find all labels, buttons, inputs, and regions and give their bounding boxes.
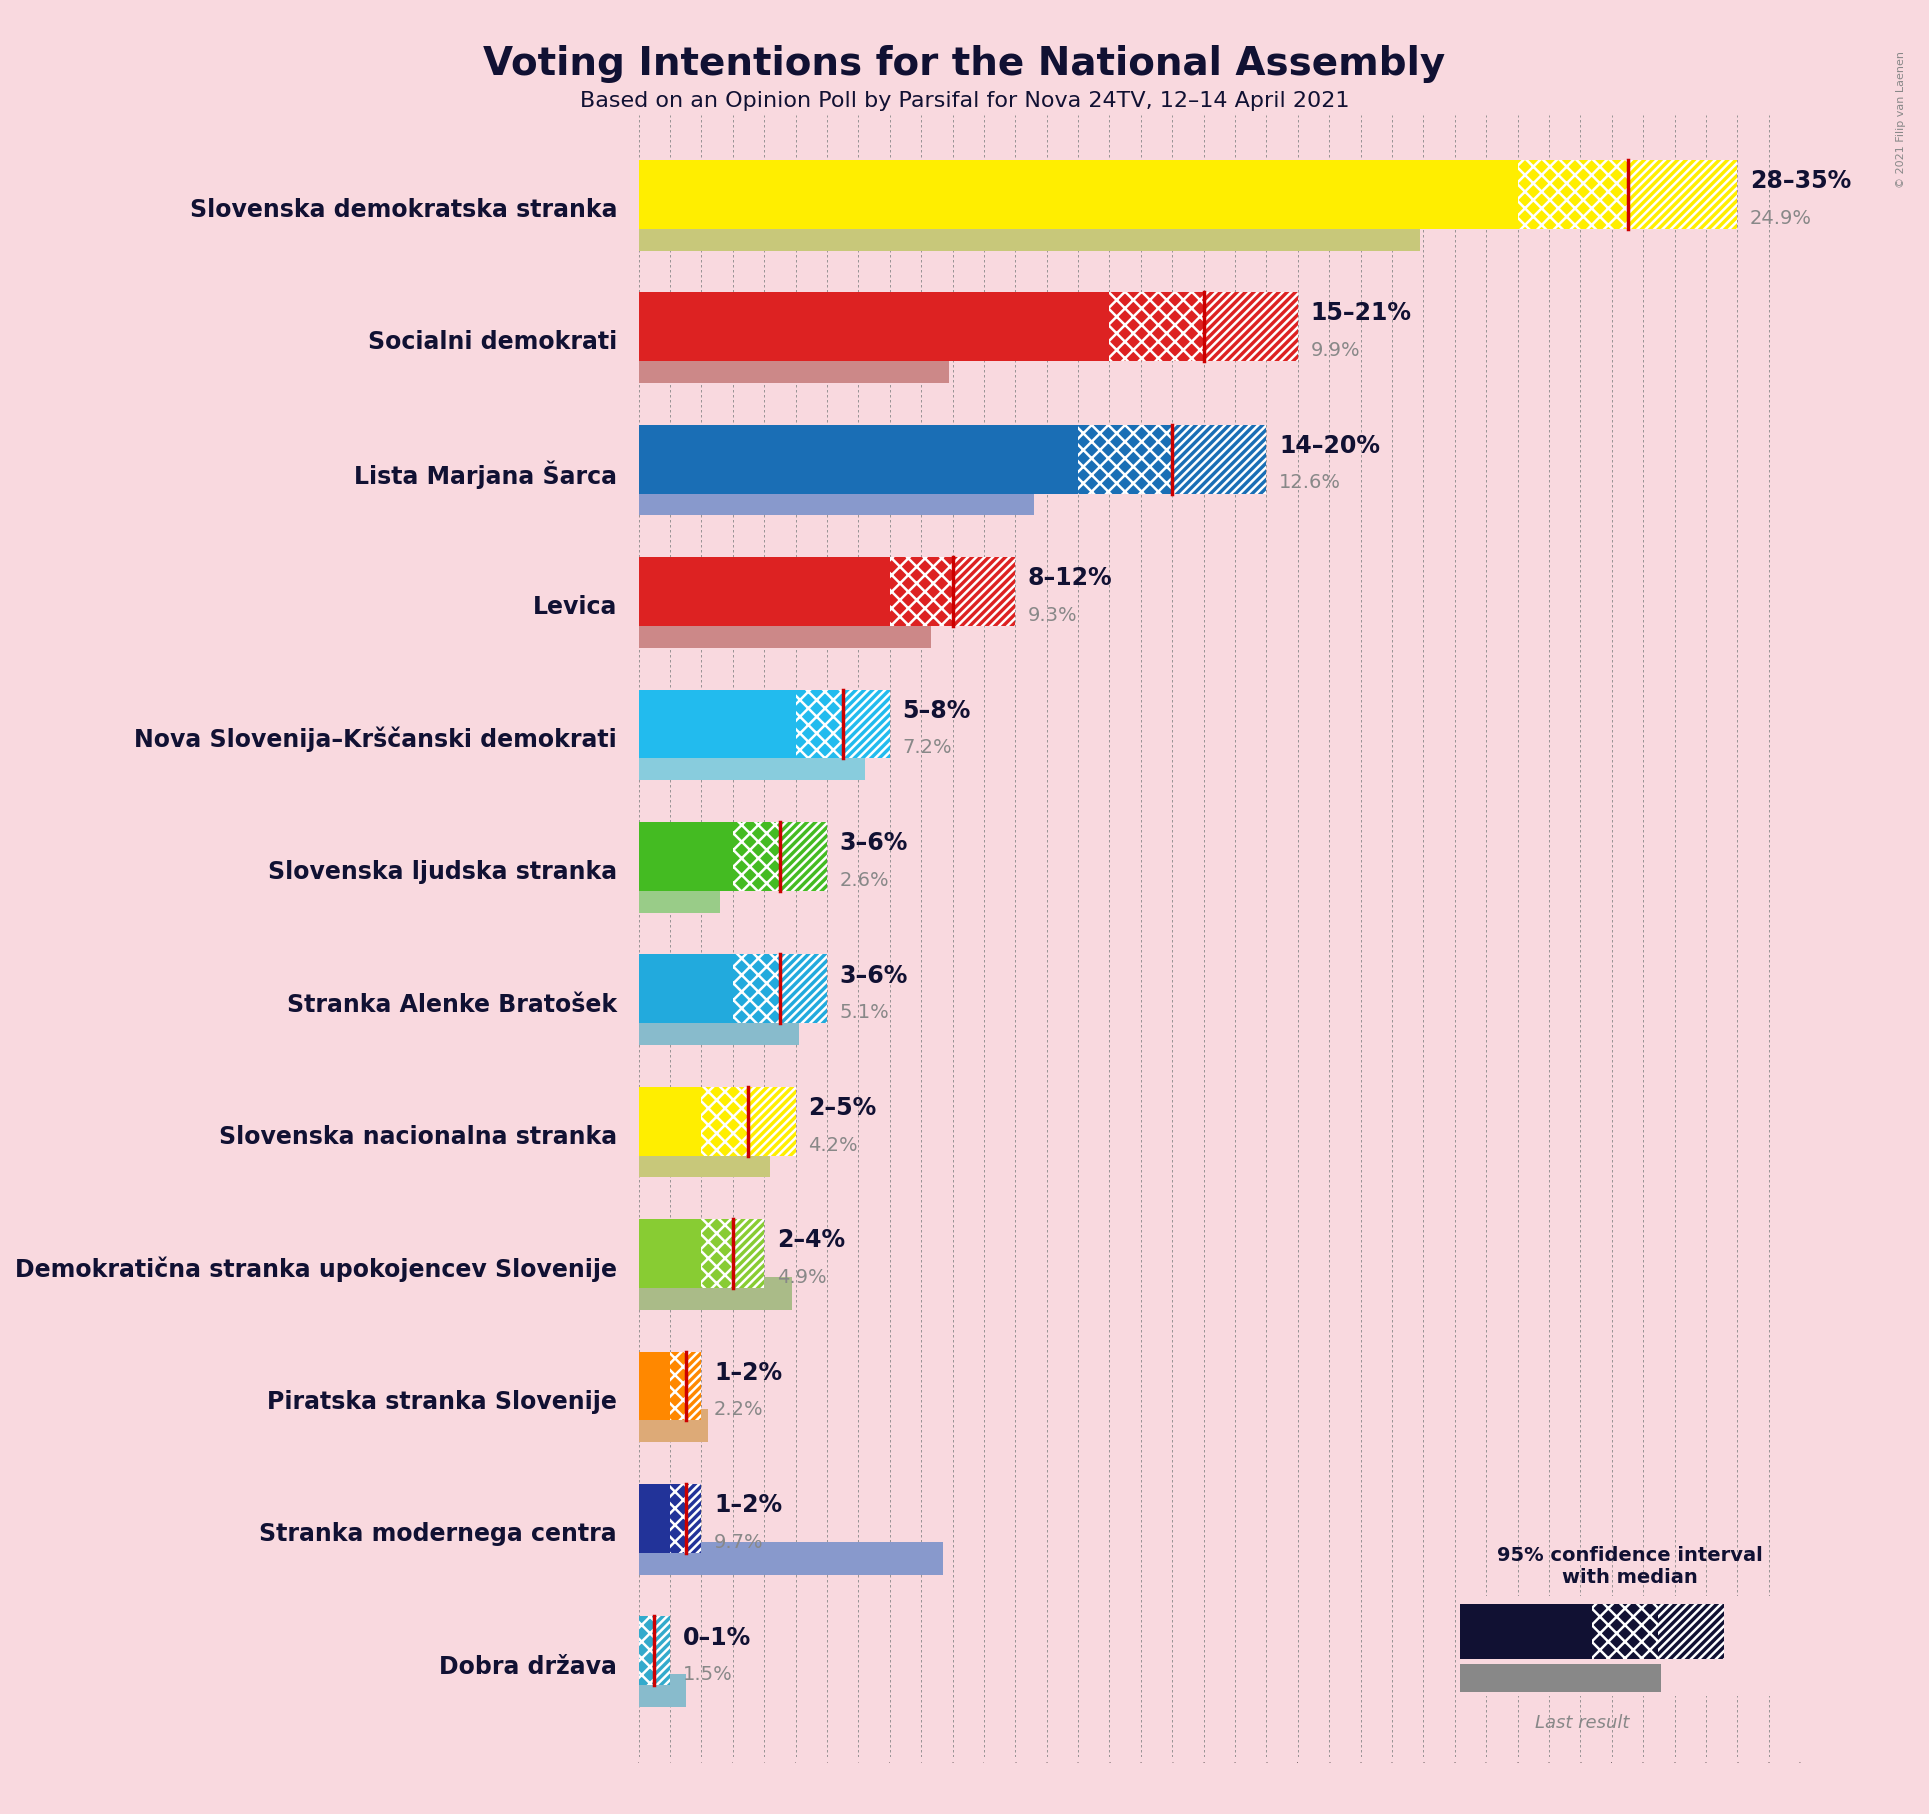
Text: 95% confidence interval
with median: 95% confidence interval with median — [1497, 1546, 1763, 1587]
Text: 2–4%: 2–4% — [777, 1228, 845, 1252]
Bar — [638, 880, 720, 912]
Bar — [638, 350, 949, 383]
Text: 5.1%: 5.1% — [839, 1003, 889, 1021]
Text: 4.2%: 4.2% — [808, 1136, 858, 1154]
Bar — [733, 822, 779, 891]
Bar — [953, 557, 1015, 626]
Bar — [654, 1616, 669, 1685]
Bar — [669, 1484, 685, 1553]
Bar — [638, 822, 733, 891]
Bar — [638, 557, 889, 626]
Bar — [638, 615, 930, 648]
Bar — [638, 1542, 943, 1575]
Text: 15–21%: 15–21% — [1310, 301, 1412, 325]
Bar — [638, 1616, 654, 1685]
Text: Based on an Opinion Poll by Parsifal for Nova 24TV, 12–14 April 2021: Based on an Opinion Poll by Parsifal for… — [581, 91, 1348, 111]
Text: 9.3%: 9.3% — [1028, 606, 1078, 624]
Bar — [889, 557, 953, 626]
Bar — [1628, 160, 1738, 229]
Text: 8–12%: 8–12% — [1028, 566, 1113, 590]
Text: 12.6%: 12.6% — [1279, 473, 1341, 492]
Bar — [638, 1409, 708, 1442]
Bar — [638, 218, 1420, 250]
Bar — [1460, 1663, 1661, 1692]
Bar — [779, 954, 828, 1023]
Bar — [795, 689, 843, 758]
Text: 3–6%: 3–6% — [839, 831, 909, 854]
Bar — [638, 1674, 685, 1707]
Text: 0–1%: 0–1% — [683, 1625, 750, 1649]
Bar — [1204, 292, 1298, 361]
Bar — [638, 1145, 770, 1177]
Text: 1–2%: 1–2% — [714, 1360, 781, 1384]
Text: 2.6%: 2.6% — [839, 871, 889, 889]
Bar — [638, 747, 864, 780]
Text: 7.2%: 7.2% — [903, 738, 951, 756]
Text: 4.9%: 4.9% — [777, 1268, 826, 1286]
Bar — [638, 292, 1109, 361]
Text: 24.9%: 24.9% — [1750, 209, 1811, 227]
Text: 9.9%: 9.9% — [1310, 341, 1360, 359]
Bar — [733, 954, 779, 1023]
Bar — [638, 1012, 799, 1045]
Bar — [1591, 1604, 1657, 1658]
Bar — [1109, 292, 1204, 361]
Bar — [733, 1219, 764, 1288]
Text: 2.2%: 2.2% — [714, 1400, 764, 1419]
Bar — [685, 1351, 702, 1420]
Bar — [1078, 424, 1173, 493]
Text: 1–2%: 1–2% — [714, 1493, 781, 1517]
Bar — [638, 689, 795, 758]
Bar — [638, 1277, 793, 1310]
Bar — [1518, 160, 1628, 229]
Bar — [669, 1351, 685, 1420]
Text: 14–20%: 14–20% — [1279, 434, 1379, 457]
Bar — [638, 954, 733, 1023]
Bar — [843, 689, 889, 758]
Bar — [702, 1087, 748, 1156]
Bar — [638, 1087, 702, 1156]
Text: Last result: Last result — [1535, 1714, 1628, 1732]
Bar — [638, 1219, 702, 1288]
Text: 3–6%: 3–6% — [839, 963, 909, 987]
Text: 9.7%: 9.7% — [714, 1533, 764, 1551]
Bar — [638, 1484, 669, 1553]
Bar — [1657, 1604, 1725, 1658]
Bar — [638, 1351, 669, 1420]
Bar — [638, 160, 1518, 229]
Bar — [638, 483, 1034, 515]
Text: Voting Intentions for the National Assembly: Voting Intentions for the National Assem… — [484, 45, 1445, 83]
Text: 5–8%: 5–8% — [903, 698, 970, 722]
Text: 1.5%: 1.5% — [683, 1665, 733, 1683]
Bar — [702, 1219, 733, 1288]
Bar — [779, 822, 828, 891]
Bar — [1173, 424, 1267, 493]
Text: © 2021 Filip van Laenen: © 2021 Filip van Laenen — [1896, 51, 1906, 189]
Text: 2–5%: 2–5% — [808, 1096, 876, 1119]
Bar — [685, 1484, 702, 1553]
Bar — [1460, 1604, 1591, 1658]
Text: 28–35%: 28–35% — [1750, 169, 1852, 192]
Bar — [748, 1087, 795, 1156]
Bar — [638, 424, 1078, 493]
